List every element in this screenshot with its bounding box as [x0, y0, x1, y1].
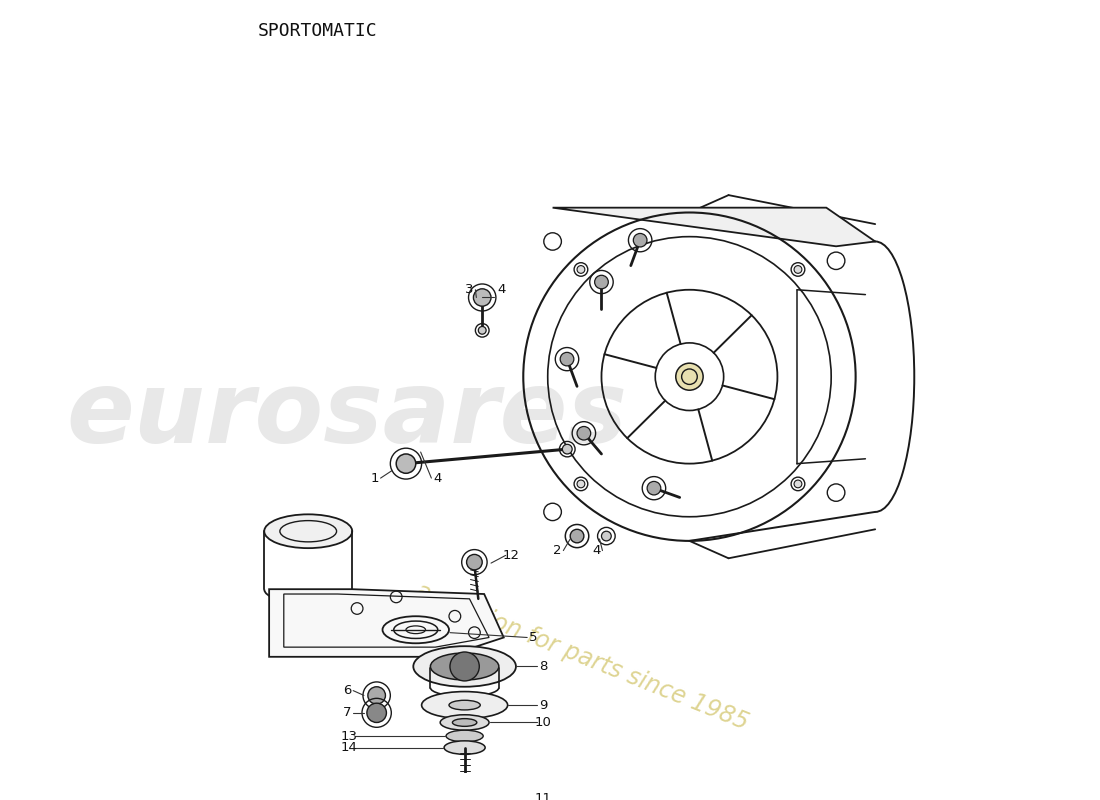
Text: SPORTOMATIC: SPORTOMATIC [258, 22, 377, 40]
Circle shape [634, 234, 647, 247]
Circle shape [675, 363, 703, 390]
Circle shape [794, 266, 802, 274]
Ellipse shape [444, 741, 485, 754]
Circle shape [570, 530, 584, 543]
Text: 4: 4 [593, 544, 601, 557]
Circle shape [466, 554, 482, 570]
Text: 11: 11 [535, 792, 551, 800]
Text: 3: 3 [465, 283, 474, 296]
Text: a passion for parts since 1985: a passion for parts since 1985 [412, 579, 752, 734]
Circle shape [794, 480, 802, 488]
Text: 8: 8 [539, 660, 547, 673]
Text: 2: 2 [553, 544, 562, 557]
Circle shape [478, 326, 486, 334]
Ellipse shape [264, 514, 352, 548]
Text: 7: 7 [343, 706, 352, 719]
Ellipse shape [452, 718, 476, 726]
Ellipse shape [430, 653, 498, 680]
Circle shape [451, 786, 478, 800]
Text: 13: 13 [341, 730, 358, 742]
Polygon shape [552, 208, 876, 246]
Circle shape [473, 289, 491, 306]
Text: 4: 4 [497, 283, 506, 296]
Circle shape [578, 480, 585, 488]
Circle shape [367, 703, 386, 722]
Circle shape [396, 454, 416, 474]
Circle shape [647, 482, 661, 495]
Text: 5: 5 [529, 631, 537, 644]
Circle shape [578, 426, 591, 440]
Circle shape [578, 266, 585, 274]
Text: eurosares: eurosares [67, 367, 628, 464]
Polygon shape [270, 589, 504, 657]
Text: 10: 10 [535, 716, 551, 729]
Text: 6: 6 [343, 684, 352, 697]
Ellipse shape [414, 646, 516, 686]
Ellipse shape [383, 616, 449, 643]
Text: 4: 4 [433, 472, 441, 485]
Text: 14: 14 [341, 741, 358, 754]
Circle shape [562, 444, 572, 454]
Circle shape [602, 531, 612, 541]
Circle shape [595, 275, 608, 289]
Text: 12: 12 [503, 549, 520, 562]
Ellipse shape [440, 714, 490, 730]
Text: 9: 9 [539, 698, 547, 711]
Circle shape [450, 652, 480, 681]
Ellipse shape [449, 700, 481, 710]
Ellipse shape [447, 730, 483, 742]
Circle shape [367, 686, 385, 704]
Circle shape [560, 352, 574, 366]
Ellipse shape [421, 691, 507, 718]
Text: 1: 1 [371, 472, 378, 485]
